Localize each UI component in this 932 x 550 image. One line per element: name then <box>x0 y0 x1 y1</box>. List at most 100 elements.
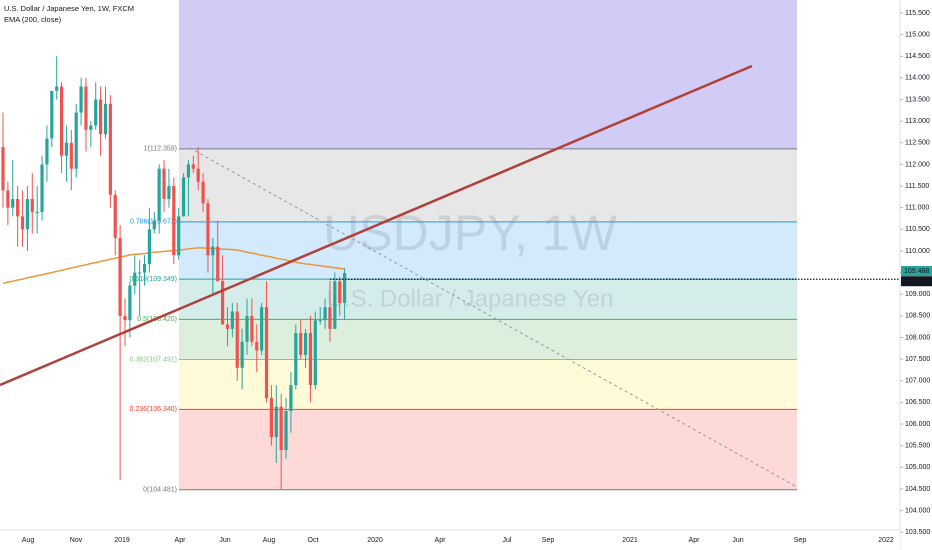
candle-body <box>128 285 132 321</box>
x-tick-label: Sep <box>542 537 555 544</box>
x-tick-label: Apr <box>435 537 447 544</box>
candle-body <box>260 307 264 351</box>
x-tick-label: Jul <box>503 537 512 544</box>
y-tick-label: 107.000 <box>905 378 930 385</box>
candle-body <box>108 103 112 195</box>
y-tick-label: 112.000 <box>905 161 930 168</box>
candle-body <box>64 142 69 156</box>
fib-band <box>179 148 797 222</box>
candle-body <box>167 186 171 200</box>
candle-body <box>269 398 273 438</box>
candle-body <box>177 216 181 256</box>
candle-body <box>1 147 5 191</box>
y-tick-label: 108.000 <box>905 334 930 341</box>
x-tick-label: 2020 <box>367 537 383 544</box>
candle-body <box>11 199 15 208</box>
candle-body <box>94 99 98 126</box>
y-tick-label: 104.500 <box>905 486 930 493</box>
candle-body <box>230 311 234 329</box>
watermark-subtitle: U.S. Dollar / Japanese Yen <box>327 285 614 312</box>
candle-body <box>328 307 332 329</box>
y-tick-label: 103.500 <box>905 529 930 536</box>
candle-body <box>303 333 308 355</box>
fib-label: 0.236(106.340) <box>130 406 177 413</box>
candle-body <box>55 86 59 91</box>
fib-label: 0.382(107.491) <box>130 356 177 363</box>
candle-body <box>84 86 88 130</box>
y-tick-label: 115.500 <box>905 10 930 17</box>
candle-body <box>255 341 259 351</box>
candle-body <box>186 164 191 178</box>
chart-title: U.S. Dollar / Japanese Yen, 1W, FXCM <box>4 4 134 13</box>
candle-body <box>59 86 64 156</box>
x-tick-label: Aug <box>263 537 276 544</box>
candle-body <box>25 199 29 230</box>
indicator-label: EMA (200, close) <box>4 15 62 24</box>
candle-body <box>240 341 244 368</box>
candle-body <box>74 112 78 169</box>
candle-body <box>118 237 122 316</box>
candle-body <box>30 199 34 213</box>
fib-band <box>179 0 797 149</box>
candle-body <box>289 385 293 412</box>
candle-body <box>50 90 54 139</box>
y-tick-label: 111.500 <box>905 183 929 190</box>
x-tick-label: Jun <box>219 537 230 544</box>
x-tick-label: Nov <box>70 537 83 544</box>
x-tick-label: Apr <box>689 537 701 544</box>
candle-body <box>338 281 342 303</box>
y-tick-label: 109.000 <box>905 291 930 298</box>
y-tick-label: 110.500 <box>905 226 930 233</box>
fib-band <box>179 221 797 280</box>
price-tag-label: 109.488 <box>904 268 929 275</box>
y-tick-label: 115.000 <box>905 31 930 38</box>
candle-body <box>79 86 83 113</box>
x-tick-label: Oct <box>308 537 319 544</box>
fib-band <box>179 279 797 320</box>
candle-body <box>221 281 225 325</box>
y-tick-label: 114.000 <box>905 75 930 82</box>
candle-body <box>235 311 239 368</box>
watermark: USDJPY, 1W <box>323 205 617 261</box>
candle-body <box>333 281 337 329</box>
fib-bands: 1(112.359)0.786(110.673)0.618(109.349)0.… <box>130 0 797 494</box>
candle-body <box>299 333 303 355</box>
y-tick-label: 106.000 <box>905 421 930 428</box>
candle-body <box>264 307 269 399</box>
x-tick-label: Jun <box>732 537 743 544</box>
x-tick-label: 2021 <box>622 537 638 544</box>
candle-body <box>113 194 117 238</box>
price-tag <box>901 276 932 287</box>
fib-band <box>179 319 797 360</box>
y-tick-label: 111.000 <box>905 205 929 212</box>
time-axis <box>0 530 900 550</box>
candle-body <box>279 406 283 450</box>
candle-body <box>313 320 317 386</box>
x-tick-label: Aug <box>22 537 35 544</box>
price-tag-label: 109.347 <box>904 278 929 285</box>
candle-body <box>142 263 147 273</box>
candle-body <box>274 406 278 438</box>
plot <box>1 56 900 489</box>
candle-body <box>89 125 93 130</box>
fib-label: 0(104.481) <box>143 487 177 494</box>
candle-body <box>318 320 322 322</box>
y-tick-label: 112.500 <box>905 140 930 147</box>
price-tag <box>901 266 932 277</box>
y-tick-label: 105.000 <box>905 464 930 471</box>
x-tick-label: Sep <box>794 537 807 544</box>
candle-body <box>216 246 220 282</box>
candle-body <box>152 220 156 230</box>
candle-body <box>181 177 186 217</box>
candle-body <box>123 315 127 321</box>
candle-body <box>157 168 161 221</box>
fib-band <box>179 359 797 410</box>
candle-body <box>147 229 151 264</box>
candle-body <box>201 181 205 204</box>
fib-trend-line <box>189 147 798 488</box>
fib-label: 1(112.359) <box>144 146 177 153</box>
trend-line <box>0 64 753 387</box>
candle-body <box>284 411 288 450</box>
